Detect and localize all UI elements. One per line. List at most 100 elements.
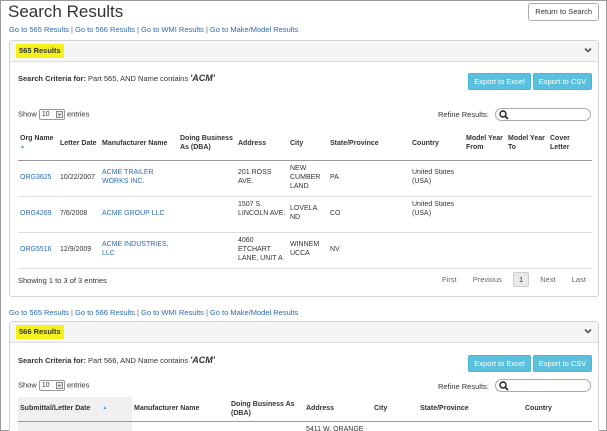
state-cell: NV: [328, 232, 410, 269]
nav-link-wmi[interactable]: Go to WMI Results: [141, 308, 204, 317]
criteria-text: Part 566, AND Name contains: [85, 356, 191, 365]
pager-previous[interactable]: Previous: [472, 275, 502, 284]
pagination-565: First Previous 1 Next Last: [442, 272, 586, 287]
table-row: ORG4269 7/6/2008 ACME GROUP LLC 1507 S. …: [18, 196, 592, 233]
nav-link-566[interactable]: Go to 566 Results: [75, 308, 136, 317]
col-header-manufacturer-name[interactable]: Manufacturer Name: [132, 397, 229, 422]
org-link[interactable]: ORG3625: [20, 173, 52, 181]
pager-next[interactable]: Next: [540, 275, 556, 284]
export-csv-button-565[interactable]: Export to CSV: [533, 73, 592, 90]
criteria-value: 'ACM': [190, 73, 215, 83]
page-title: Search Results: [8, 2, 124, 21]
pager-last[interactable]: Last: [571, 275, 586, 284]
col-label: Org Name: [20, 135, 54, 143]
cover-letter-cell: [548, 160, 592, 197]
cover-letter-cell: [548, 232, 592, 269]
chevron-down-icon[interactable]: [584, 327, 592, 335]
pager-current-page[interactable]: 1: [512, 272, 530, 287]
country-cell: [410, 232, 464, 269]
col-header-city[interactable]: City: [372, 397, 418, 422]
manufacturer-link[interactable]: ACME GROUP LLC: [102, 209, 165, 217]
nav-link-565[interactable]: Go to 565 Results: [9, 25, 70, 34]
panel-566-heading: 566 Results: [16, 325, 64, 339]
col-header-country[interactable]: Country: [410, 127, 464, 161]
page-size-select-565[interactable]: 10: [38, 109, 65, 120]
nav-link-565[interactable]: Go to 565 Results: [9, 308, 70, 317]
col-header-dba[interactable]: Doing Business As (DBA): [178, 127, 236, 161]
cover-letter-cell: [548, 196, 592, 233]
model-year-from-cell: [464, 160, 506, 197]
col-header-city[interactable]: City: [288, 127, 328, 161]
col-header-dba[interactable]: Doing Business As (DBA): [229, 397, 304, 422]
page-size-value: 10: [41, 382, 50, 389]
table-row: ORG3625 10/22/2007 ACME TRAILER WORKS IN…: [18, 160, 592, 197]
col-label: Submittal/Letter Date: [20, 405, 91, 413]
col-header-org-name[interactable]: Org Name ▲: [18, 127, 58, 161]
dba-cell: [178, 160, 236, 197]
col-header-letter-date[interactable]: Letter Date: [58, 127, 100, 161]
page-size-control-566: Show 10 entries: [18, 380, 89, 391]
letter-date: 7/6/2008: [58, 196, 100, 233]
model-year-from-cell: [464, 232, 506, 269]
results-table-566: Submittal/Letter Date ▲ Manufacturer Nam…: [18, 397, 592, 431]
page-size-select-566[interactable]: 10: [38, 380, 65, 391]
city-cell: NEW CUMBER LAND: [288, 160, 328, 197]
return-to-search-button[interactable]: Return to Search: [528, 3, 599, 21]
nav-separator: |: [71, 25, 73, 34]
panel-565-criteria: Search Criteria for: Part 565, AND Name …: [18, 73, 215, 83]
export-excel-button-565[interactable]: Export to Excel: [468, 73, 531, 90]
dba-cell: [178, 232, 236, 269]
model-year-to-cell: [506, 196, 548, 233]
col-header-model-year-to[interactable]: Model Year To: [506, 127, 548, 161]
dba-cell: [178, 196, 236, 233]
select-arrow-icon: [55, 111, 63, 118]
nav-separator: |: [137, 25, 139, 34]
table-header-row: Submittal/Letter Date ▲ Manufacturer Nam…: [18, 397, 592, 422]
show-label: Show: [18, 380, 37, 390]
pager-first[interactable]: First: [442, 275, 457, 284]
criteria-text: Part 565, AND Name contains: [85, 74, 191, 83]
nav-link-wmi[interactable]: Go to WMI Results: [141, 25, 204, 34]
criteria-value: 'ACM': [190, 355, 215, 365]
panel-565-header[interactable]: 565 Results: [10, 41, 598, 62]
export-csv-button-566[interactable]: Export to CSV: [533, 355, 592, 372]
org-link[interactable]: ORG5516: [20, 245, 52, 253]
col-header-state[interactable]: State/Province: [418, 397, 523, 422]
refine-search-input-565[interactable]: [495, 108, 591, 121]
col-header-cover-letter[interactable]: Cover Letter: [548, 127, 592, 161]
letter-date: 10/22/2007: [58, 160, 100, 197]
col-header-country[interactable]: Country: [523, 397, 592, 422]
refine-search-input-566[interactable]: [495, 379, 591, 392]
col-header-address[interactable]: Address: [304, 397, 372, 422]
state-cell: CO: [328, 196, 410, 233]
col-header-submittal-date[interactable]: Submittal/Letter Date ▲: [18, 397, 132, 422]
nav-link-make-model[interactable]: Go to Make/Model Results: [209, 25, 299, 34]
panel-566-criteria: Search Criteria for: Part 566, AND Name …: [18, 355, 215, 365]
nav-link-make-model[interactable]: Go to Make/Model Results: [209, 308, 299, 317]
model-year-to-cell: [506, 160, 548, 197]
address-cell: 5411 W. ORANGE: [304, 421, 372, 431]
panel-566-header[interactable]: 566 Results: [10, 322, 598, 343]
col-header-manufacturer-name[interactable]: Manufacturer Name: [100, 127, 178, 161]
showing-entries-text-565: Showing 1 to 3 of 3 entries: [18, 276, 107, 285]
table-row: 5411 W. ORANGE: [18, 421, 592, 431]
model-year-from-cell: [464, 196, 506, 233]
nav-separator: |: [205, 308, 208, 317]
col-header-address[interactable]: Address: [236, 127, 288, 161]
address-cell: 1507 S. LINCOLN AVE.: [236, 196, 288, 233]
letter-date: 12/9/2009: [58, 232, 100, 269]
col-header-model-year-from[interactable]: Model Year From: [464, 127, 506, 161]
search-icon: [499, 110, 509, 120]
org-link[interactable]: ORG4269: [20, 209, 52, 217]
nav-separator: |: [137, 308, 139, 317]
nav-link-566[interactable]: Go to 566 Results: [75, 25, 136, 34]
manufacturer-link[interactable]: ACME INDUSTRIES, LLC: [102, 240, 169, 257]
table-header-row: Org Name ▲ Letter Date Manufacturer Name…: [18, 127, 592, 161]
panel-566-results: 566 Results Search Criteria for: Part 56…: [9, 321, 599, 431]
manufacturer-link[interactable]: ACME TRAILER WORKS INC.: [102, 168, 154, 185]
col-header-state[interactable]: State/Province: [328, 127, 410, 161]
chevron-down-icon[interactable]: [584, 46, 592, 54]
panel-565-heading: 565 Results: [16, 44, 64, 58]
results-table-565: Org Name ▲ Letter Date Manufacturer Name…: [18, 127, 592, 269]
export-excel-button-566[interactable]: Export to Excel: [468, 355, 531, 372]
